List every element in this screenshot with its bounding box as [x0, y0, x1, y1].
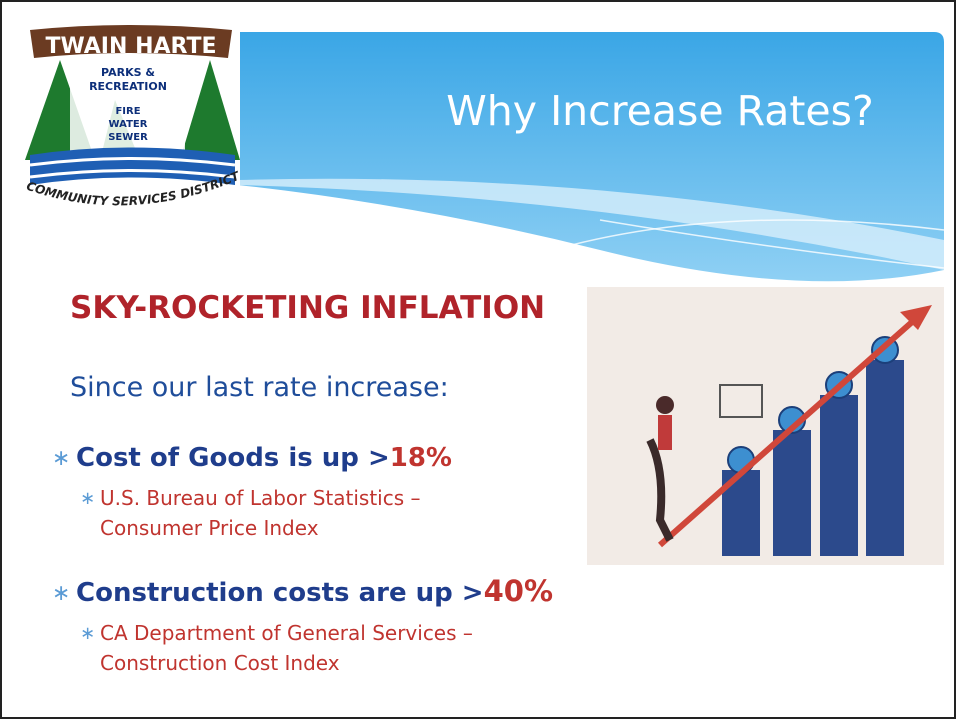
bullet-icon: ∗ [52, 446, 70, 471]
sub-bullet: Consumer Price Index [100, 516, 319, 540]
sub-bullet-icon: ∗ [80, 488, 95, 509]
bullet: Construction costs are up >40% [76, 574, 553, 608]
logo-name: TWAIN HARTE [46, 34, 217, 59]
slide-title: Why Increase Rates? [446, 87, 874, 135]
bullet-text: Cost of Goods is up > [76, 443, 390, 473]
bullet-highlight: 40% [484, 574, 553, 608]
heading: SKY-ROCKETING INFLATION [70, 290, 545, 326]
logo-line: WATER [109, 119, 148, 130]
bullet: Cost of Goods is up >18% [76, 443, 452, 473]
logo: TWAIN HARTE PARKS & RECREATION FIRE WATE… [22, 25, 242, 210]
sub-bullet: Construction Cost Index [100, 651, 340, 675]
sub-bullet: U.S. Bureau of Labor Statistics – [100, 486, 421, 510]
logo-line: FIRE [115, 106, 140, 117]
intro: Since our last rate increase: [70, 372, 449, 403]
sub-bullet-icon: ∗ [80, 623, 95, 644]
bullet-icon: ∗ [52, 581, 70, 606]
logo-line: SEWER [108, 132, 148, 143]
inflation-illustration [587, 287, 944, 565]
bullet-highlight: 18% [390, 443, 452, 473]
slide: Why Increase Rates? TWAIN HARTE PARKS & … [0, 0, 956, 719]
sub-bullet: CA Department of General Services – [100, 621, 473, 645]
bullet-text: Construction costs are up > [76, 578, 484, 608]
logo-line: RECREATION [89, 80, 167, 93]
logo-line: PARKS & [101, 66, 155, 79]
